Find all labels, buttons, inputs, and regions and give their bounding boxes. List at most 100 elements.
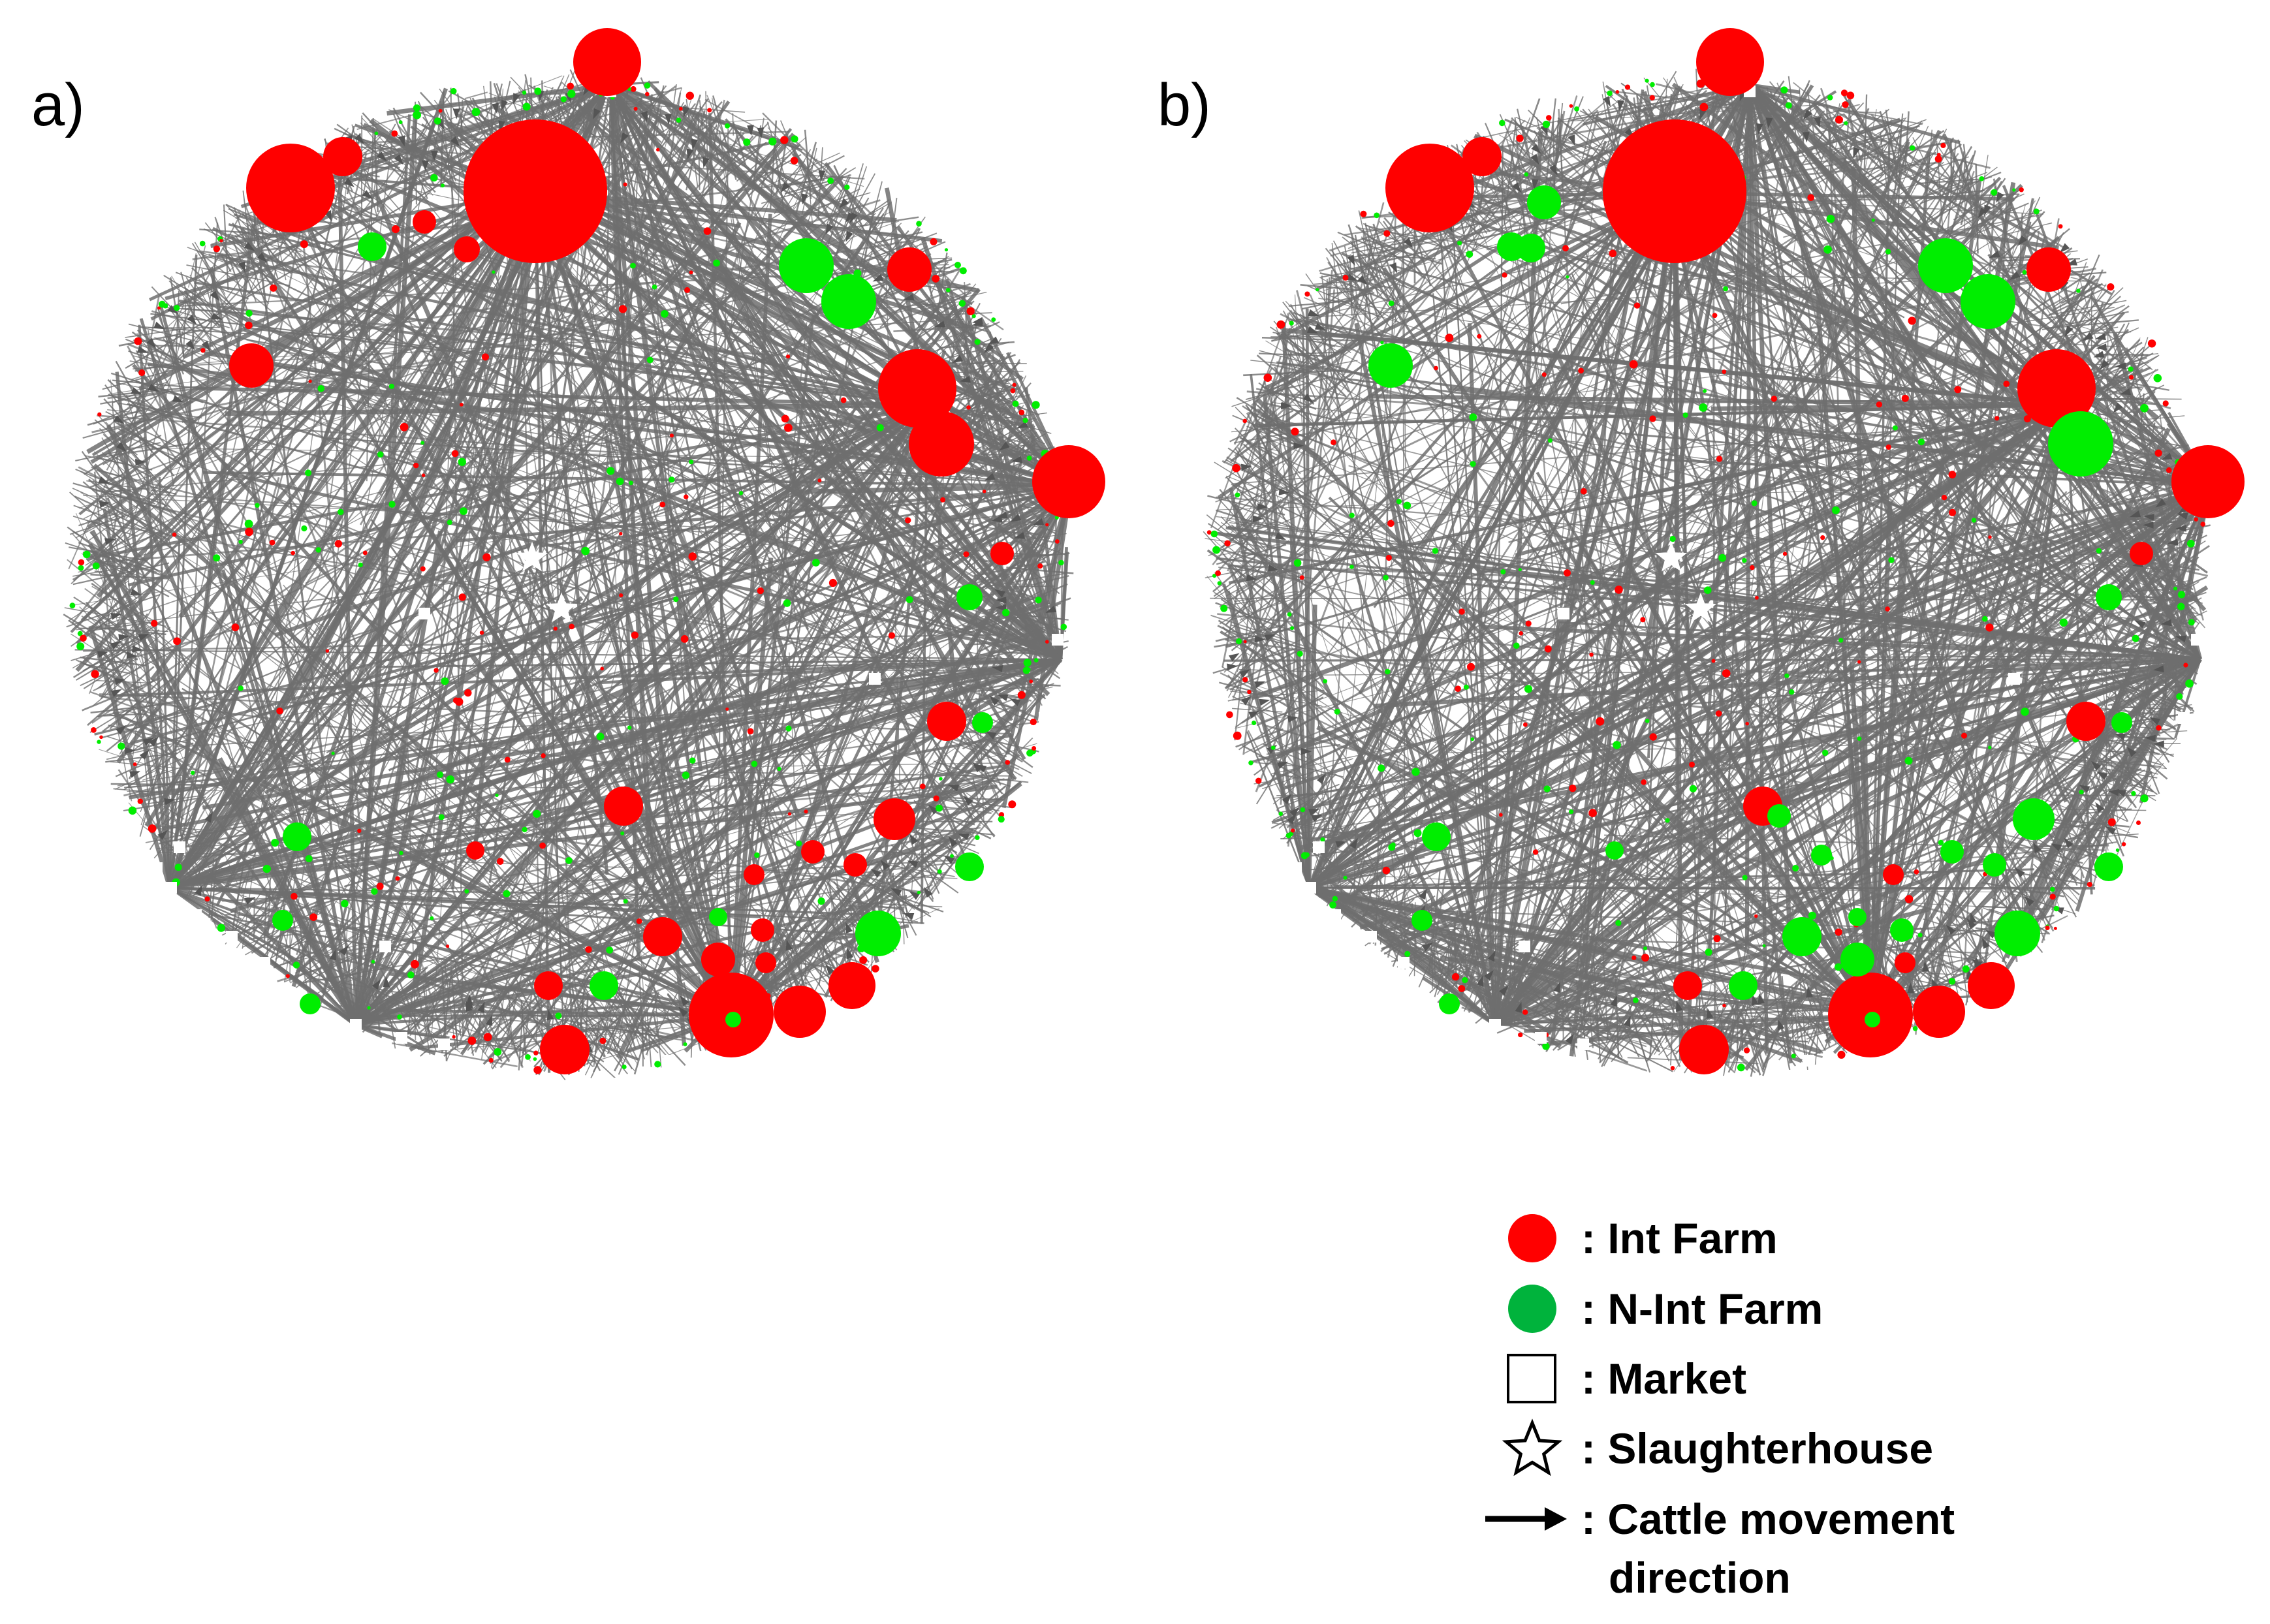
market-node <box>1304 882 1316 894</box>
edge <box>1494 854 1996 1027</box>
market-node <box>151 862 163 874</box>
n-int-farm-node <box>1742 875 1748 881</box>
arrowhead <box>1403 238 1413 248</box>
int-farm-node <box>1750 565 1755 570</box>
int-farm-node <box>932 275 940 283</box>
n-int-farm-node <box>2186 539 2195 548</box>
edge <box>1867 485 2212 1042</box>
n-int-farm-node <box>590 971 618 1000</box>
n-int-farm-node <box>430 916 434 920</box>
int-farm-node <box>1304 291 1310 297</box>
edge <box>1559 404 2067 882</box>
edge <box>1741 995 1803 1063</box>
edge <box>1642 192 1676 974</box>
int-farm-node <box>1018 409 1025 416</box>
n-int-farm-node <box>1991 189 1998 196</box>
int-farm-node <box>781 414 789 423</box>
market-node <box>438 1038 450 1050</box>
n-int-farm-node <box>1463 684 1469 690</box>
edge <box>920 236 1064 661</box>
n-int-farm-node <box>430 174 438 182</box>
market-node <box>1052 634 1064 646</box>
edge <box>80 492 837 960</box>
edge <box>130 484 1071 745</box>
edge <box>875 486 1072 939</box>
int-farm-node <box>2049 894 2056 900</box>
n-int-farm-node <box>1983 853 2006 877</box>
int-farm-node <box>1699 102 1709 112</box>
arrowhead <box>702 157 710 168</box>
arrowhead <box>1011 456 1022 463</box>
int-farm-node <box>1885 606 1890 612</box>
n-int-farm-node <box>413 110 421 119</box>
int-farm-node <box>940 497 946 503</box>
arrowhead <box>880 860 890 871</box>
int-farm-node <box>1010 388 1016 394</box>
int-farm-node <box>1263 373 1272 382</box>
int-farm-node <box>2130 542 2153 565</box>
arrowhead <box>1922 961 1929 972</box>
n-int-farm-node <box>2185 679 2194 688</box>
int-farm-node <box>633 106 638 111</box>
arrowhead <box>2082 332 2094 341</box>
market-node <box>2214 588 2226 600</box>
edge <box>784 486 1071 1009</box>
arrowhead <box>1311 815 1323 822</box>
edge <box>1224 191 1676 690</box>
edge <box>1494 978 2002 1026</box>
int-farm-node <box>1523 722 1528 727</box>
arrowhead <box>1308 809 1320 816</box>
edge <box>1710 379 2211 488</box>
int-farm-node <box>1696 28 1764 96</box>
int-farm-node <box>680 635 689 643</box>
n-int-farm-node <box>1892 425 1898 431</box>
int-farm-node <box>533 1066 542 1074</box>
arrowhead <box>2115 362 2126 370</box>
n-int-farm-node <box>1633 997 1639 1003</box>
int-farm-node <box>636 918 642 924</box>
market-node <box>1819 1078 1831 1089</box>
n-int-farm-node <box>1835 963 1842 971</box>
int-farm-node <box>1640 617 1646 623</box>
edge <box>464 91 488 100</box>
n-int-farm-legend-icon <box>1508 1285 1556 1333</box>
int-farm-node <box>703 227 712 235</box>
arrowhead <box>2096 343 2107 351</box>
arrowhead <box>2130 510 2141 518</box>
arrowhead <box>114 678 126 685</box>
edge <box>1748 84 1925 373</box>
arrowhead <box>1603 96 1611 107</box>
edge <box>730 753 1020 1016</box>
edge <box>930 820 983 896</box>
market-node <box>2191 634 2203 646</box>
n-int-farm-node <box>446 775 455 784</box>
edge <box>460 403 928 1055</box>
edge <box>200 251 524 1069</box>
edge <box>1851 166 1873 1016</box>
n-int-farm-node <box>522 90 527 95</box>
int-farm-node <box>1713 935 1721 943</box>
edge <box>1246 731 1310 888</box>
edge <box>1705 103 1872 1016</box>
edge <box>180 222 219 837</box>
arrowhead <box>2017 235 2028 246</box>
edge <box>1280 484 2211 791</box>
edge <box>127 403 928 587</box>
n-int-farm-node <box>1848 908 1867 926</box>
int-farm-node <box>1445 334 1454 342</box>
edge <box>442 108 733 1016</box>
arrowhead <box>1287 813 1297 824</box>
int-farm-node <box>817 478 822 483</box>
n-int-farm-node <box>2021 708 2029 716</box>
int-farm-node <box>1934 155 1942 163</box>
edge <box>1460 172 2068 407</box>
int-farm-node <box>1331 439 1336 446</box>
arrowhead <box>891 888 902 897</box>
arrowhead <box>1257 503 1269 510</box>
int-farm-node <box>1842 101 1849 108</box>
n-int-farm-node <box>1332 896 1338 902</box>
market-node <box>1519 941 1530 952</box>
arrowhead <box>1045 605 1057 613</box>
edge <box>1258 403 2067 788</box>
arrowhead <box>452 108 460 119</box>
